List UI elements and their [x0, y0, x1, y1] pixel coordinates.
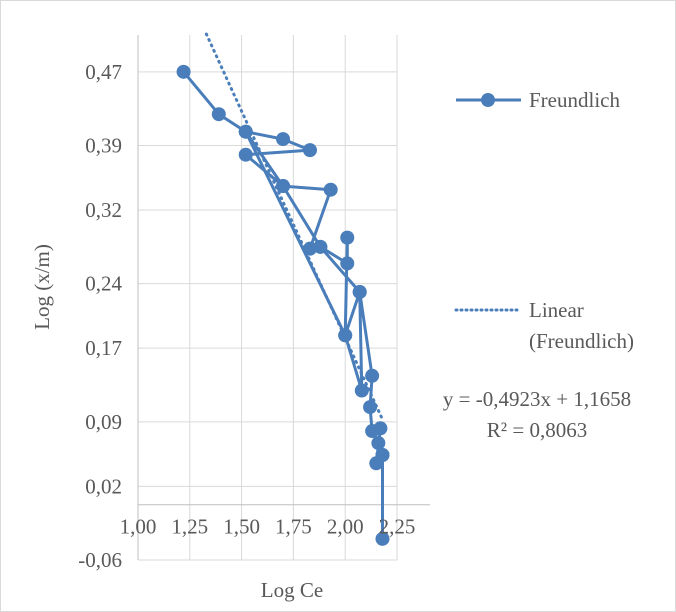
freundlich-point — [373, 421, 388, 436]
freundlich-point — [354, 383, 369, 398]
y-tick-label: 0,47 — [85, 60, 122, 84]
freundlich-point — [302, 143, 317, 158]
freundlich-point — [238, 147, 253, 162]
y-axis-title: Log (x/m) — [30, 244, 54, 330]
x-tick-label: 1,25 — [171, 515, 208, 539]
y-tick-label: 0,39 — [85, 134, 122, 158]
freundlich-point — [323, 182, 338, 197]
freundlich-point — [340, 256, 355, 271]
x-tick-label: 1,75 — [275, 515, 312, 539]
y-tick-label: 0,32 — [85, 198, 122, 222]
y-tick-labels: 0,47 0,39 0,32 0,24 0,17 0,09 0,02 -0,06 — [78, 60, 122, 572]
y-tick-label: 0,24 — [85, 272, 122, 296]
linear-trendline — [204, 32, 384, 421]
x-tick-label: 2,00 — [327, 515, 364, 539]
legend-linear-label: Linear (Freundlich) — [529, 298, 634, 353]
r-squared-label: R² = 0,8063 — [487, 418, 587, 442]
freundlich-point — [365, 368, 380, 383]
freundlich-point — [276, 132, 291, 147]
legend: Freundlich Linear (Freundlich) — [454, 88, 634, 353]
x-tick-label: 1,00 — [120, 515, 157, 539]
freundlich-point — [371, 436, 386, 451]
freundlich-point — [375, 531, 390, 546]
freundlich-point — [276, 179, 291, 194]
freundlich-point — [338, 328, 353, 343]
legend-freundlich-label: Freundlich — [529, 88, 620, 112]
freundlich-point — [340, 230, 355, 245]
freundlich-point — [363, 400, 378, 415]
freundlich-point — [176, 64, 191, 79]
legend-freundlich-marker — [481, 93, 495, 107]
freundlich-point — [238, 124, 253, 139]
y-tick-label: -0,06 — [78, 548, 122, 572]
legend-linear-label-line2: (Freundlich) — [529, 329, 634, 353]
freundlich-point — [302, 241, 317, 256]
legend-linear-label-line1: Linear — [529, 298, 584, 322]
axes — [137, 35, 430, 560]
trendline-equation: y = -0,4923x + 1,1658 — [443, 387, 631, 411]
y-tick-label: 0,17 — [85, 336, 122, 360]
x-tick-labels: 1,00 1,25 1,50 1,75 2,00 2,25 — [120, 515, 416, 539]
freundlich-point — [375, 448, 390, 462]
x-tick-label: 1,50 — [223, 515, 260, 539]
freundlich-point — [211, 107, 226, 122]
y-tick-label: 0,02 — [85, 474, 122, 498]
freundlich-point — [313, 239, 328, 254]
x-axis-title: Log Ce — [261, 578, 323, 602]
y-tick-label: 0,09 — [85, 410, 122, 434]
trendline-layer — [204, 32, 384, 421]
x-tick-label: 2,25 — [379, 515, 416, 539]
freundlich-point — [352, 284, 367, 299]
series-layer — [176, 64, 390, 546]
